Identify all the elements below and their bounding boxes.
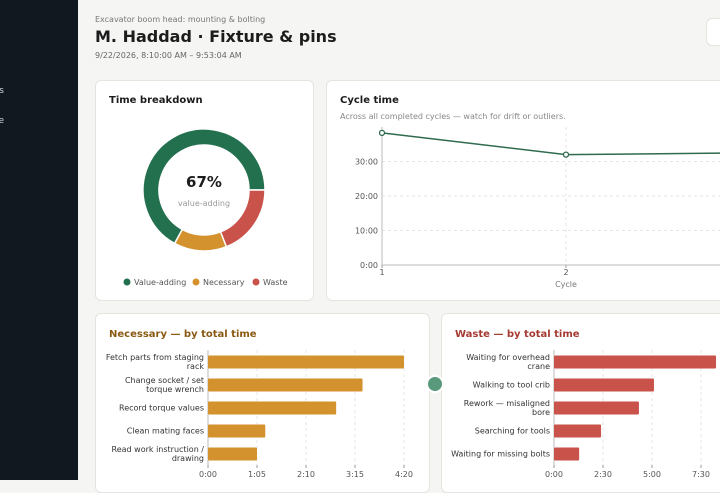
donut-segment [219, 189, 266, 248]
bar [208, 355, 404, 369]
donut-segment [173, 228, 228, 252]
eyebrow: Excavator boom head: mounting & bolting [95, 15, 266, 24]
nav-item[interactable]: s [0, 86, 4, 96]
card-title: Waste — by total time [455, 329, 580, 340]
bar [208, 401, 337, 415]
x-tick-label: 2:30 [594, 470, 612, 479]
x-tick-label: 0:00 [545, 470, 563, 479]
y-tick-label: Change socket / set torque wrench [124, 376, 204, 394]
y-tick-label: 10:00 [355, 227, 378, 236]
legend-swatch [252, 278, 260, 286]
y-tick-label: Read work instruction / drawing [111, 445, 204, 463]
y-tick-label: Waiting for overhead crane [466, 353, 550, 371]
legend-swatch [123, 278, 131, 286]
bar [208, 424, 266, 438]
donut-center-label: 67% [186, 173, 222, 191]
donut-center-caption: value-adding [178, 199, 230, 208]
y-tick-label: Waiting for missing bolts [451, 449, 550, 459]
sidebar: s ance [0, 0, 78, 480]
resize-handle[interactable] [426, 375, 444, 393]
charts: 67% value-adding Value-adding Necessary Wast… [123, 127, 720, 479]
bar [554, 447, 580, 461]
nav-item[interactable]: ance [0, 116, 4, 126]
bar [554, 424, 602, 438]
card-title: Necessary — by total time [109, 329, 257, 340]
card-title: Time breakdown [109, 95, 203, 106]
y-tick-label: Fetch parts from staging rack [105, 353, 204, 371]
x-tick-label: 1 [379, 268, 384, 277]
donut-segment [142, 128, 266, 245]
bar [554, 401, 639, 415]
y-tick-label: Walking to tool crib [472, 380, 550, 390]
legend-swatch [192, 278, 200, 286]
cycle-time-card: Cycle time Across all completed cycles —… [326, 80, 720, 301]
x-tick-label: 5:00 [643, 470, 661, 479]
y-tick-label: Record torque values [119, 403, 204, 413]
bar [554, 378, 654, 392]
time-breakdown-card: Time breakdown [95, 80, 314, 301]
line-point [562, 151, 570, 158]
y-tick-label: Searching for tools [474, 426, 550, 436]
action-button[interactable] [706, 18, 720, 46]
bar [208, 447, 257, 461]
y-tick-label: 0:00 [360, 261, 378, 270]
x-tick-label: 7:30 [692, 470, 710, 479]
card-title: Cycle time [340, 95, 399, 106]
legend-label: Necessary [203, 278, 245, 287]
time-range: 9/22/2026, 8:10:00 AM – 9:53:04 AM [95, 51, 242, 60]
x-tick-label: 2 [563, 268, 568, 277]
page-title: M. Haddad · Fixture & pins [95, 27, 337, 46]
x-axis-label: Cycle [555, 280, 577, 289]
legend-label: Value-adding [134, 278, 186, 287]
card-subtitle: Across all completed cycles — watch for … [340, 112, 566, 121]
line-series [381, 132, 720, 156]
x-tick-label: 0:00 [199, 470, 217, 479]
y-tick-label: 20:00 [355, 192, 378, 201]
bar [208, 378, 363, 392]
x-tick-label: 3:15 [346, 470, 364, 479]
x-tick-label: 2:10 [297, 470, 315, 479]
y-tick-label: Rework — misaligned bore [463, 399, 550, 417]
x-tick-label: 1:05 [248, 470, 266, 479]
legend-label: Waste [263, 278, 288, 287]
y-tick-label: Clean mating faces [126, 426, 204, 436]
x-tick-label: 4:20 [395, 470, 413, 479]
line-point [378, 129, 386, 137]
bar [554, 355, 717, 369]
y-tick-label: 30:00 [355, 158, 378, 167]
